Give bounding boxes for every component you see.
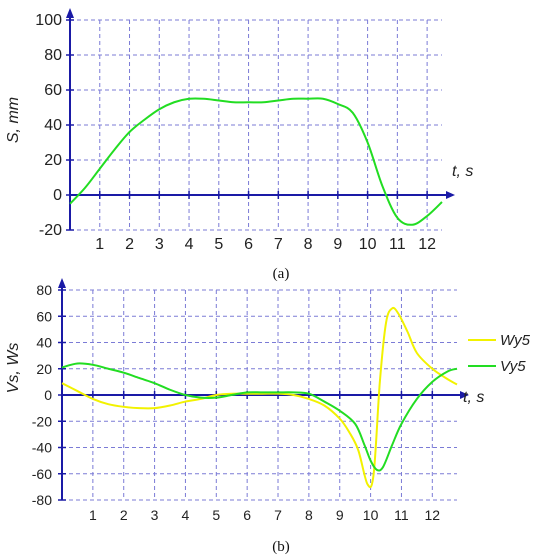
x-tick-label-10: 11 xyxy=(394,507,409,523)
y-tick-label-0: -80 xyxy=(32,492,52,508)
y-tick-label-8: 80 xyxy=(36,282,52,298)
x-tick-label-0: 1 xyxy=(95,236,104,253)
y-tick-label-1: 0 xyxy=(53,187,62,204)
x-axis-arrow xyxy=(460,391,469,399)
y-tick-label-3: -20 xyxy=(32,413,52,429)
x-tick-label-8: 9 xyxy=(333,236,342,253)
y-tick-label-3: 40 xyxy=(44,117,62,134)
x-tick-label-2: 3 xyxy=(155,236,164,253)
x-tick-label-5: 6 xyxy=(244,236,253,253)
x-tick-label-3: 4 xyxy=(185,236,194,253)
y-tick-label-4: 60 xyxy=(44,82,62,99)
caption-a: (a) xyxy=(273,266,290,282)
y-tick-label-6: 40 xyxy=(36,335,52,351)
x-tick-label-4: 5 xyxy=(212,507,220,523)
y-tick-label-5: 20 xyxy=(36,361,52,377)
y-axis-label: S, mm xyxy=(5,97,22,143)
x-tick-label-4: 5 xyxy=(214,236,223,253)
x-tick-label-5: 6 xyxy=(243,507,251,523)
y-axis-label: Vs, Ws xyxy=(5,343,22,394)
series-line-wy5 xyxy=(61,306,458,489)
x-tick-label-9: 10 xyxy=(359,236,377,253)
x-tick-label-0: 1 xyxy=(89,507,97,523)
y-axis-arrow xyxy=(66,8,74,18)
y-tick-label-2: -40 xyxy=(32,440,52,456)
y-tick-label-1: -60 xyxy=(32,466,52,482)
x-tick-label-3: 4 xyxy=(182,507,190,523)
y-axis-arrow xyxy=(58,278,66,288)
y-tick-label-6: 100 xyxy=(35,12,62,29)
x-tick-label-7: 8 xyxy=(304,236,313,253)
x-tick-label-1: 2 xyxy=(120,507,128,523)
y-tick-label-5: 80 xyxy=(44,47,62,64)
x-tick-label-11: 12 xyxy=(418,236,436,253)
x-axis-arrow xyxy=(446,191,455,199)
legend-label-wy5: Wy5 xyxy=(500,332,531,349)
y-tick-label-0: -20 xyxy=(39,222,62,239)
x-tick-label-8: 9 xyxy=(336,507,344,523)
x-axis-label: t, s xyxy=(452,163,473,180)
series-line-0-0 xyxy=(69,97,443,226)
x-tick-label-9: 10 xyxy=(363,507,379,523)
caption-b: (b) xyxy=(272,539,290,555)
y-tick-label-4: 0 xyxy=(44,387,52,403)
x-tick-label-6: 7 xyxy=(274,507,282,523)
x-tick-label-7: 8 xyxy=(305,507,313,523)
x-tick-label-2: 3 xyxy=(151,507,159,523)
x-tick-label-1: 2 xyxy=(125,236,134,253)
y-tick-label-7: 60 xyxy=(36,308,52,324)
x-tick-label-6: 7 xyxy=(274,236,283,253)
x-tick-label-10: 11 xyxy=(389,236,406,253)
legend-label-vy5: Vy5 xyxy=(500,358,526,375)
x-axis-label: t, s xyxy=(463,389,484,406)
x-tick-label-11: 12 xyxy=(425,507,441,523)
series-line-vy5 xyxy=(61,362,458,472)
y-tick-label-2: 20 xyxy=(44,152,62,169)
